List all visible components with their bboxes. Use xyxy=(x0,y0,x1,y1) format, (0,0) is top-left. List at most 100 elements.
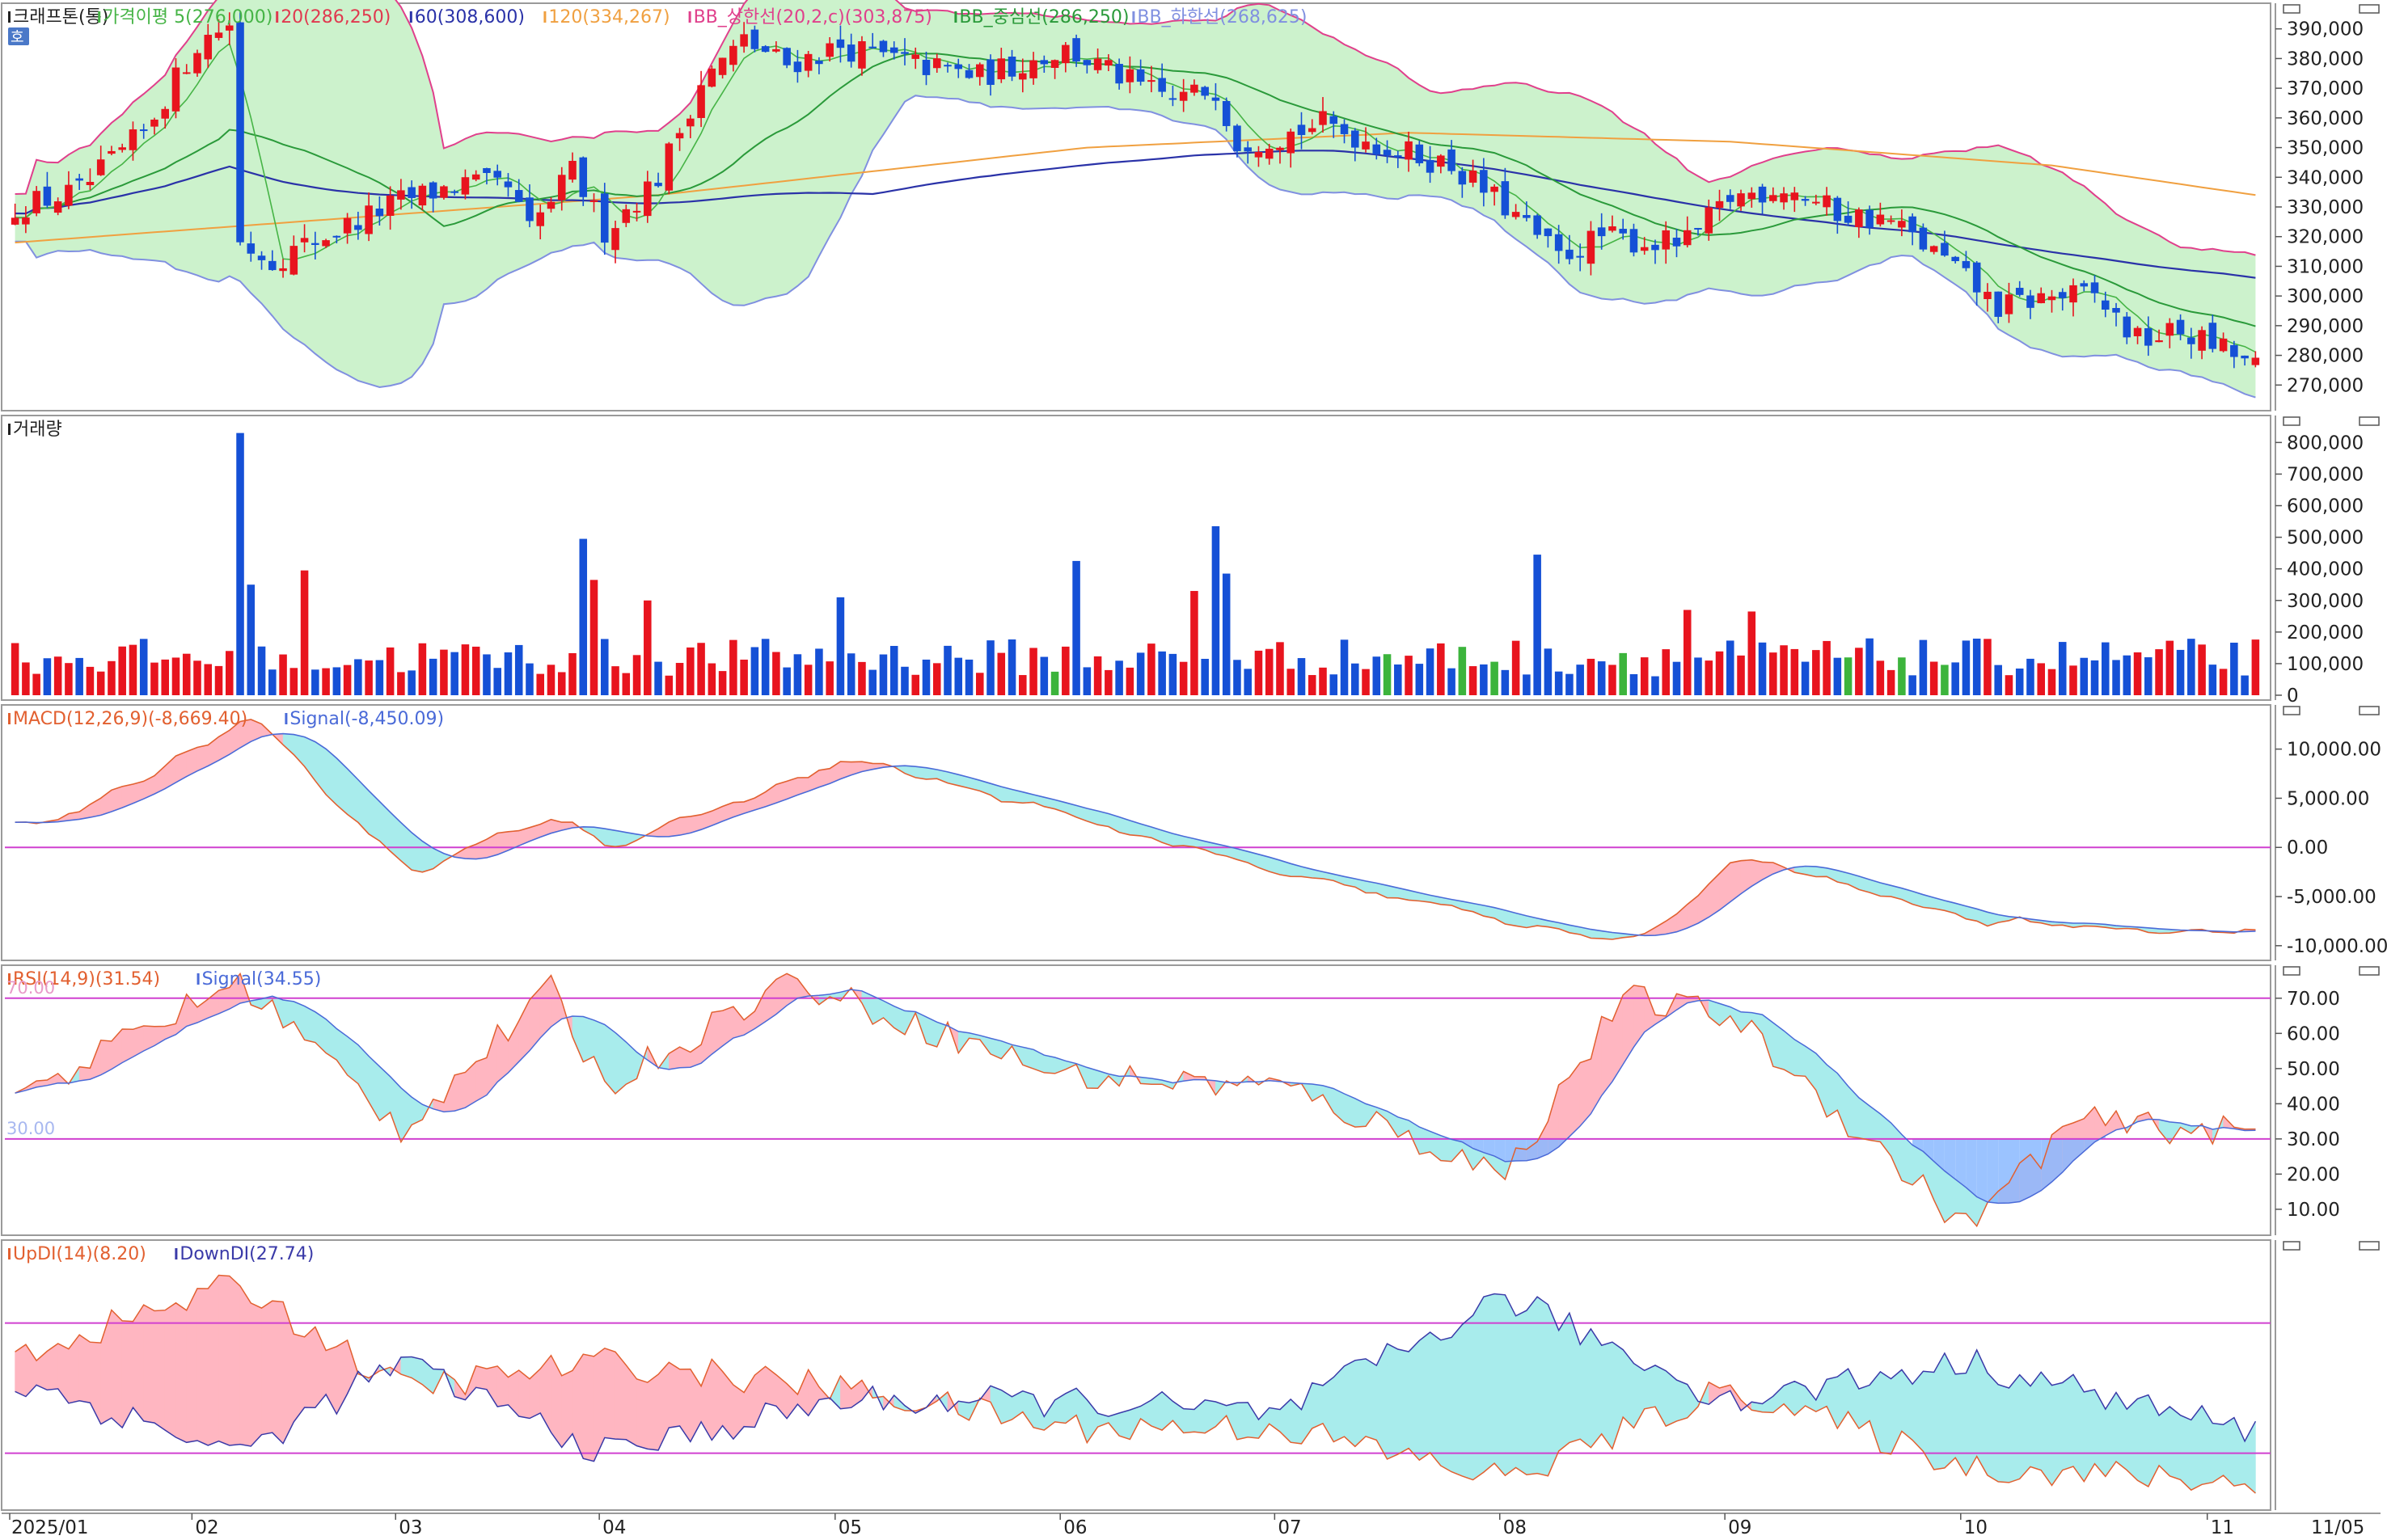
candle-body xyxy=(665,143,674,190)
price-pane: 390,000380,000370,000360,000350,000340,0… xyxy=(2,0,2379,411)
oscillator-fill xyxy=(283,1000,294,1027)
oscillator-fill xyxy=(733,1385,744,1439)
candle-body xyxy=(1329,116,1337,124)
candle-body xyxy=(1084,60,1092,65)
x-axis-label: 05 xyxy=(839,1517,862,1537)
volume-bar xyxy=(1286,669,1295,695)
oscillator-fill xyxy=(1891,1123,1902,1180)
candle-body xyxy=(193,53,201,74)
oscillator-fill xyxy=(1998,1385,2009,1483)
volume-bar xyxy=(22,662,30,695)
volume-bar xyxy=(247,584,256,695)
candle-body xyxy=(772,49,780,52)
oscillator-fill xyxy=(530,1369,540,1418)
volume-bar xyxy=(633,655,641,695)
candle-body xyxy=(462,177,470,194)
rsi-pane: 70.0060.0050.0040.0030.0020.0010.00RSI(1… xyxy=(2,965,2379,1235)
candle-body xyxy=(1769,195,1777,200)
candle-body xyxy=(837,40,845,48)
candle-body xyxy=(1180,92,1188,101)
oscillator-fill xyxy=(1988,1373,1998,1482)
oscillator-fill xyxy=(1312,1383,1323,1428)
volume-bar xyxy=(847,653,856,695)
volume-bar xyxy=(2144,657,2153,695)
candle-body xyxy=(2220,339,2228,351)
volume-bar xyxy=(387,648,395,695)
axis-tick-label: 200,000 xyxy=(2287,622,2364,643)
candle-body xyxy=(268,261,277,270)
volume-bar xyxy=(1877,660,1885,695)
candle-body xyxy=(868,47,877,49)
candle-body xyxy=(2037,293,2045,303)
candle-body xyxy=(654,183,662,186)
axis-tick-label: -10,000.00 xyxy=(2287,936,2387,957)
volume-bar xyxy=(729,640,737,695)
oscillator-fill xyxy=(1677,1380,1688,1421)
volume-bar xyxy=(333,667,341,695)
oscillator-fill xyxy=(1655,922,1666,936)
candle-body xyxy=(1812,202,1820,204)
oscillator-fill xyxy=(294,1002,304,1040)
oscillator-fill xyxy=(1462,1315,1472,1480)
volume-bar xyxy=(1898,657,1906,695)
oscillator-fill xyxy=(1345,1361,1355,1447)
candle-body xyxy=(1469,171,1477,183)
oscillator-fill xyxy=(1645,1365,1655,1409)
volume-bar xyxy=(2241,676,2249,695)
volume-bar xyxy=(1802,662,1810,695)
oscillator-fill xyxy=(1333,1366,1344,1442)
volume-bar xyxy=(204,664,212,695)
oscillator-fill xyxy=(262,1301,272,1435)
volume-bar xyxy=(2102,643,2110,695)
volume-bar xyxy=(1115,660,1123,695)
oscillator-fill xyxy=(1441,1337,1451,1471)
candle-body xyxy=(344,218,352,234)
oscillator-fill xyxy=(1494,1294,1505,1476)
volume-bar xyxy=(1865,639,1874,695)
volume-bar xyxy=(2177,650,2185,695)
volume-bar xyxy=(1233,660,1241,695)
volume-bar xyxy=(740,660,748,695)
candle-body xyxy=(954,65,962,70)
candle-body xyxy=(1737,193,1745,206)
candle-body xyxy=(623,209,631,223)
candle-body xyxy=(118,147,126,150)
candle-body xyxy=(2091,282,2099,293)
volume-bar xyxy=(183,654,191,695)
volume-bar xyxy=(1823,641,1831,695)
candle-body xyxy=(976,65,984,78)
legend-marker xyxy=(689,11,691,23)
legend-label: BB_하한선(268,625) xyxy=(1137,7,1307,27)
bollinger-band-fill xyxy=(15,0,2256,398)
axis-tick-label: 340,000 xyxy=(2287,167,2364,188)
volume-bar xyxy=(687,648,695,695)
oscillator-fill xyxy=(2159,1407,2169,1476)
rsi-oversold-fill xyxy=(2009,1139,2020,1203)
volume-bar xyxy=(226,651,234,695)
oscillator-fill xyxy=(1355,1359,1366,1446)
rsi-oversold-fill xyxy=(1516,1139,1527,1161)
volume-bar xyxy=(87,667,95,695)
oscillator-fill xyxy=(1345,1094,1355,1127)
legend-label: DownDI(27.74) xyxy=(180,1244,314,1264)
vol-pane: 800,000700,000600,000500,000400,000300,0… xyxy=(2,416,2379,707)
rsi-oversold-fill xyxy=(2020,1139,2030,1202)
candle-body xyxy=(1512,212,1520,217)
rsi-oversold-fill xyxy=(2073,1139,2084,1161)
candle-body xyxy=(440,186,448,197)
volume-bar xyxy=(1576,665,1584,695)
candle-body xyxy=(87,182,95,185)
volume-bar xyxy=(97,672,105,695)
candle-body xyxy=(1844,216,1853,223)
volume-bar xyxy=(354,659,362,695)
volume-bar xyxy=(1416,664,1424,695)
oscillator-fill xyxy=(1409,1340,1419,1460)
oscillator-fill xyxy=(348,769,358,823)
candle-body xyxy=(1523,215,1531,218)
candle-body xyxy=(161,109,169,119)
volume-bar xyxy=(976,673,984,695)
candle-body xyxy=(901,52,909,53)
volume-bar xyxy=(1447,669,1455,695)
